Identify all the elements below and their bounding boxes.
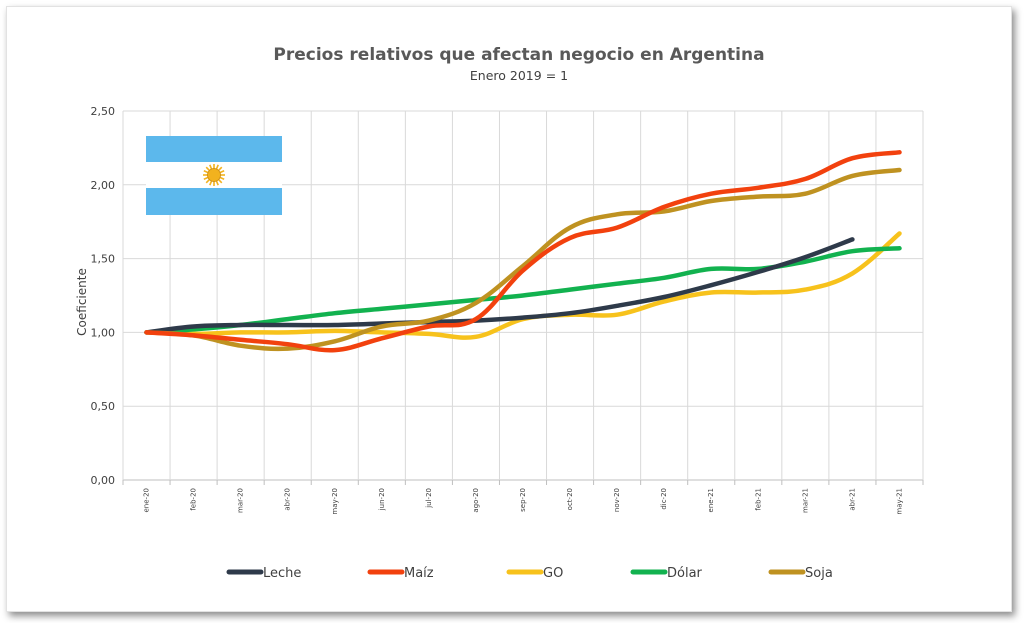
chart-title: Precios relativos que afectan negocio en… (273, 45, 764, 65)
x-tick-label: mar-21 (801, 488, 809, 513)
y-tick-label: 0,50 (91, 400, 116, 413)
x-tick-label: feb-21 (754, 488, 762, 511)
series-lines (144, 150, 902, 353)
chart-subtitle: Enero 2019 = 1 (470, 68, 568, 83)
series-line-soja (144, 167, 902, 352)
x-tick-label: dic-20 (660, 488, 668, 510)
series-line-maiz (144, 150, 902, 353)
legend: Leche Maíz GO Dólar Soja (226, 566, 833, 581)
flag-stripe-bottom (146, 188, 282, 215)
y-tick-label: 1,50 (91, 253, 116, 266)
sun-disc (207, 168, 221, 182)
legend-item-dolar: Dólar (630, 566, 703, 581)
x-tick-label: sep-20 (519, 488, 527, 512)
x-tick-label: nov-20 (613, 488, 621, 512)
x-tick-label: oct-20 (566, 488, 574, 510)
y-tick-label: 0,00 (91, 474, 116, 487)
x-tick-label: feb-20 (190, 488, 198, 511)
x-tick-label: may-20 (331, 488, 339, 515)
y-tick-label: 1,00 (91, 326, 116, 339)
y-axis-title: Coeficiente (75, 268, 89, 336)
legend-item-go: GO (506, 566, 563, 581)
sun-of-may-icon (203, 164, 225, 186)
legend-label: Leche (263, 566, 301, 581)
x-tick-label: ene-20 (143, 488, 151, 512)
x-tick-label: ago-20 (472, 488, 480, 513)
legend-item-soja: Soja (768, 566, 833, 581)
legend-item-maiz: Maíz (367, 566, 434, 581)
x-tick-label: may-21 (895, 488, 903, 515)
x-tick-label: abr-21 (848, 488, 856, 511)
chart-frame: Precios relativos que afectan negocio en… (6, 6, 1012, 612)
legend-label: Dólar (667, 566, 703, 581)
y-tick-labels: 0,00 0,50 1,00 1,50 2,00 2,50 (91, 105, 116, 487)
legend-label: Maíz (404, 566, 434, 581)
legend-item-leche: Leche (226, 566, 301, 581)
line-chart: Precios relativos que afectan negocio en… (75, 45, 924, 581)
x-tick-label: ene-21 (707, 488, 715, 512)
x-tick-label: abr-20 (284, 488, 292, 511)
x-tick-label: jul-20 (425, 488, 433, 509)
x-tick-labels: ene-20 feb-20 mar-20 abr-20 may-20 jun-20 jul-… (143, 488, 904, 515)
y-tick-label: 2,50 (91, 105, 116, 118)
argentina-flag-icon (146, 136, 282, 215)
x-tick-label: jun-20 (378, 488, 386, 511)
series-line-leche (144, 237, 855, 335)
legend-label: GO (543, 566, 563, 581)
legend-label: Soja (805, 566, 833, 581)
y-tick-label: 2,00 (91, 179, 116, 192)
flag-stripe-top (146, 136, 282, 162)
x-tick-label: mar-20 (237, 488, 245, 513)
